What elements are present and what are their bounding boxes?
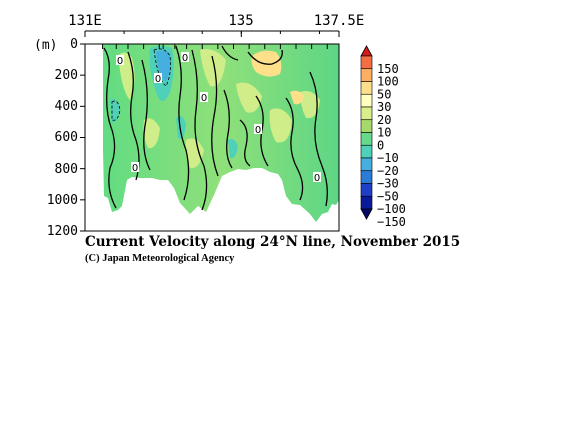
- colorbar-level-label: 30: [377, 100, 391, 114]
- svg-text:0: 0: [314, 173, 320, 184]
- zero-label-5: 0: [254, 124, 262, 136]
- svg-text:0: 0: [155, 74, 161, 85]
- zero-label-6: 0: [131, 162, 139, 174]
- colorbar-max-triangle: [360, 45, 373, 57]
- colorbar-level-label: −10: [377, 151, 399, 165]
- eastward-core-patch-2: [290, 90, 304, 105]
- colorbar-level-label: −30: [377, 177, 399, 191]
- weak-eastward-patches: [118, 49, 320, 169]
- colorbar-bin: [360, 183, 373, 197]
- depth-axis-ticks: [80, 43, 85, 232]
- svg-text:0: 0: [201, 93, 207, 104]
- y-tick-200: 200: [55, 68, 78, 83]
- colorbar-bin: [360, 132, 373, 146]
- colorbar-level-label: 10: [377, 126, 391, 140]
- negative-contours: [111, 48, 171, 121]
- colorbar-bin: [360, 144, 373, 159]
- plot-area: [85, 44, 339, 231]
- colorbar-bin: [360, 93, 373, 108]
- x-tick-135: 135: [228, 13, 253, 29]
- colorbar-level-label: −150: [377, 215, 406, 229]
- chart-title: Current Velocity along 24°N line, Novemb…: [85, 234, 460, 250]
- colorbar-min-triangle: [360, 208, 373, 220]
- svg-text:0: 0: [132, 163, 138, 174]
- chart-credit: (C) Japan Meteorological Agency: [85, 253, 235, 264]
- colorbar-bin: [360, 170, 373, 184]
- y-tick-1000: 1000: [47, 193, 78, 208]
- zero-label-1: 0: [116, 55, 124, 67]
- colorbar-bin: [360, 157, 373, 172]
- zero-label-4: 0: [200, 92, 208, 104]
- zero-label-3: 0: [154, 73, 162, 85]
- colorbar-bin: [360, 119, 373, 133]
- zero-contours: [103, 45, 328, 211]
- y-tick-1200: 1200: [47, 224, 78, 239]
- colorbar-level-label: −50: [377, 189, 399, 203]
- colorbar-level-label: −100: [377, 202, 406, 216]
- svg-text:0: 0: [182, 53, 188, 64]
- x-tick-131E: 131E: [68, 13, 102, 29]
- colorbar-level-label: 0: [377, 138, 384, 152]
- top-lon-axis-ticks: [84, 31, 340, 37]
- y-tick-800: 800: [55, 162, 78, 177]
- colorbar-level-label: 150: [377, 62, 399, 76]
- westward-core-patch: [156, 50, 171, 82]
- zero-label-2: 0: [181, 52, 189, 64]
- y-tick-0: 0: [70, 37, 78, 52]
- svg-text:0: 0: [255, 125, 261, 136]
- colorbar-level-label: 100: [377, 75, 399, 89]
- colorbar-bin: [360, 55, 373, 70]
- x-tick-137-5E: 137.5E: [314, 13, 365, 29]
- y-tick-400: 400: [55, 99, 78, 114]
- y-tick-600: 600: [55, 130, 78, 145]
- zero-label-7: 0: [313, 172, 321, 184]
- colorbar-bin: [360, 68, 373, 82]
- station-tick-marks: [102, 44, 328, 49]
- colorbar-level-label: −20: [377, 164, 399, 178]
- colorbar-level-label: 20: [377, 113, 391, 127]
- colorbar-level-label: 50: [377, 87, 391, 101]
- colorbar-bin: [360, 81, 373, 95]
- colorbar-bin: [360, 195, 373, 210]
- y-axis-label: (m): [34, 38, 57, 53]
- colorbar-bin: [360, 106, 373, 121]
- svg-text:0: 0: [117, 56, 123, 67]
